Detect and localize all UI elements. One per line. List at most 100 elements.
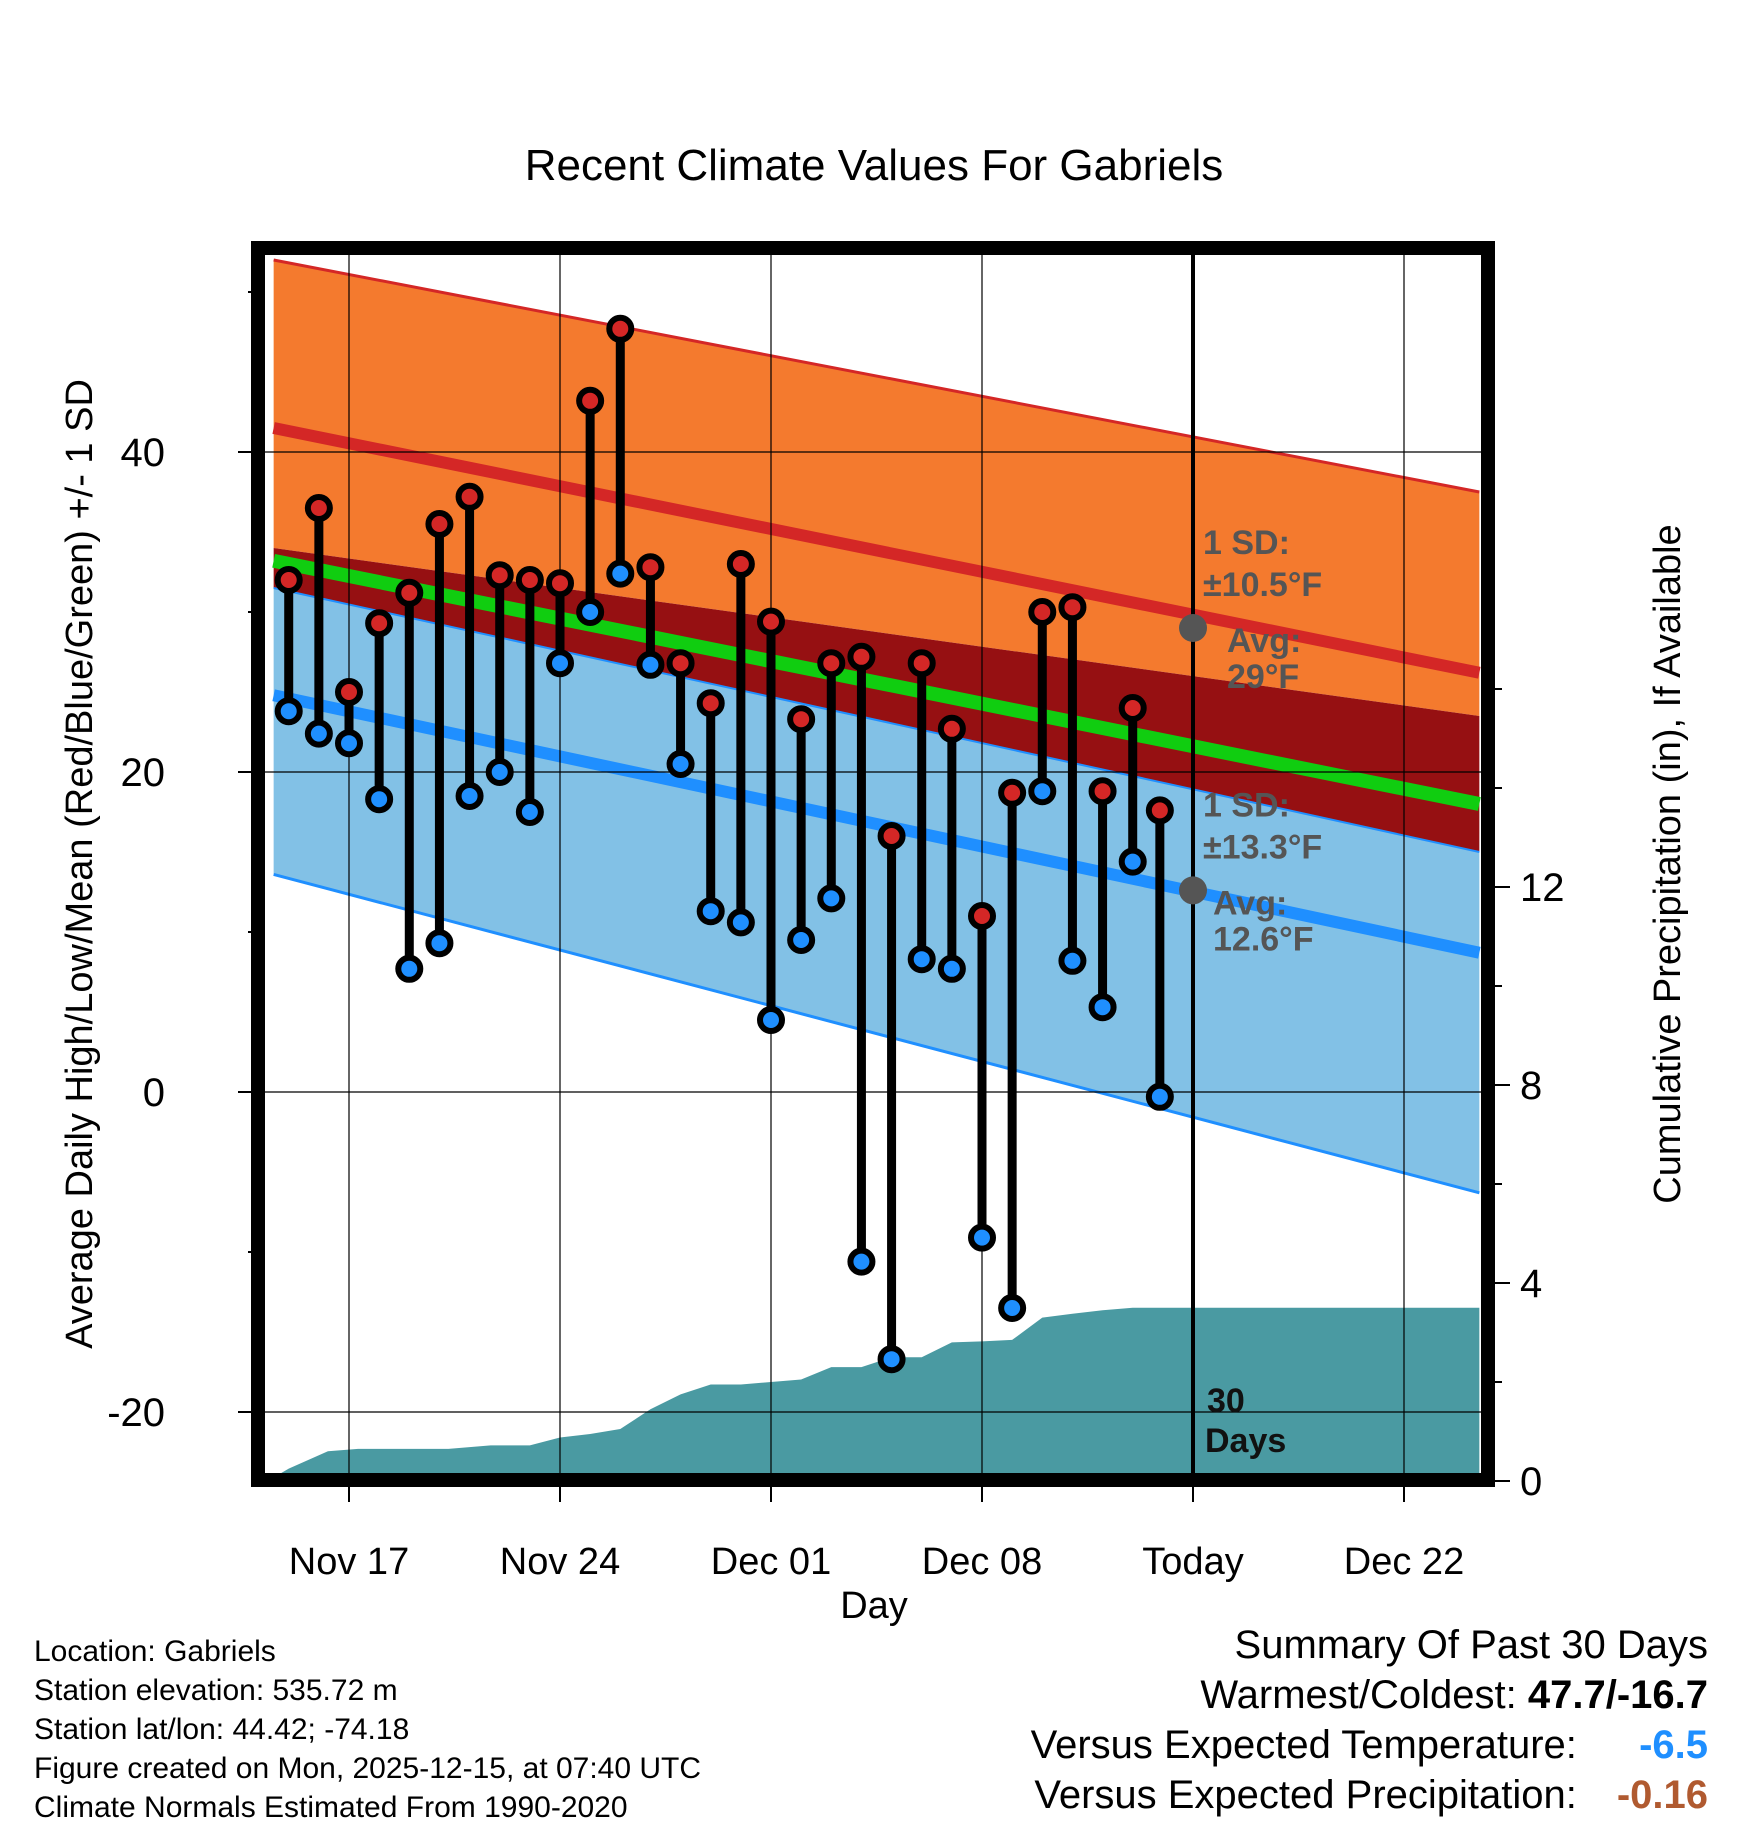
day-low-point <box>636 650 665 679</box>
day-low-point <box>666 750 695 778</box>
day-high-point <box>485 561 514 590</box>
day-high-point <box>365 609 394 638</box>
day-low-point <box>937 954 966 983</box>
low-avg-line <box>272 689 1481 959</box>
day-high-point <box>455 482 484 511</box>
day-low-point <box>395 954 424 983</box>
day-high-point <box>696 689 725 718</box>
day-high-point <box>576 386 605 415</box>
warm-cold-label: Warmest/Coldest: <box>1200 1673 1517 1717</box>
day-high-point <box>304 494 333 522</box>
day-low-point <box>365 785 394 814</box>
day-high-point <box>757 607 785 636</box>
info-elevation: Station elevation: 535.72 m <box>34 1674 398 1707</box>
day-high-point <box>1088 777 1117 806</box>
info-normals: Climate Normals Estimated From 1990-2020 <box>34 1791 628 1824</box>
day-high-point <box>787 705 816 734</box>
day-high-point <box>395 578 424 607</box>
day-low-point <box>1088 993 1117 1022</box>
right-tick-label: 0 <box>1520 1460 1542 1504</box>
high-sd-band <box>273 260 1480 716</box>
left-tick-label: 0 <box>143 1071 165 1115</box>
day-high-point <box>274 566 303 594</box>
high-avg-value: 29°F <box>1227 658 1299 696</box>
day-high-point <box>425 510 454 538</box>
day-low-point <box>787 926 816 954</box>
left-tick-label: 40 <box>121 431 166 475</box>
day-low-point <box>1028 777 1057 806</box>
day-high-point <box>666 649 695 678</box>
precip-value: -0.16 <box>1616 1773 1708 1817</box>
day-low-point <box>1058 946 1087 975</box>
gridlines <box>258 248 1488 1480</box>
day-high-point <box>515 566 544 594</box>
day-high-point <box>998 778 1027 807</box>
high-upper-line <box>273 258 1480 494</box>
x-tick-label: Nov 17 <box>289 1541 409 1583</box>
low-sd-label: 1 SD: <box>1203 786 1290 824</box>
day-low-point <box>968 1223 996 1252</box>
x-tick-label: Today <box>1142 1541 1243 1583</box>
high-sd-value: ±10.5°F <box>1203 566 1322 604</box>
day-high-point <box>1058 593 1087 622</box>
high-today-marker <box>1179 614 1207 642</box>
days-count-unit: Days <box>1205 1422 1286 1460</box>
low-lower-line <box>273 872 1480 1195</box>
high-avg-line <box>272 422 1481 679</box>
info-created: Figure created on Mon, 2025-12-15, at 07… <box>34 1752 702 1785</box>
day-low-point <box>576 598 605 626</box>
low-upper-line <box>273 587 1480 853</box>
day-low-point <box>1118 847 1147 876</box>
day-low-point <box>274 697 303 726</box>
high-sd-label: 1 SD: <box>1203 524 1290 562</box>
plot-frame <box>251 241 1495 1487</box>
x-tick-label: Dec 22 <box>1344 1541 1464 1583</box>
temp-value: -6.5 <box>1639 1723 1708 1767</box>
day-low-point <box>485 758 514 786</box>
day-high-point <box>1028 598 1057 626</box>
day-high-point <box>335 678 363 706</box>
axes: -20 0 20 40 0 4 8 12 Nov 17 Nov 24 Dec 01 Dec 08 Tod… <box>107 291 1565 1583</box>
day-low-point <box>998 1294 1027 1322</box>
day-low-point <box>515 798 544 826</box>
day-low-point <box>726 908 755 937</box>
day-high-point <box>1118 694 1147 722</box>
low-today-marker <box>1179 876 1207 905</box>
low-sd-band <box>273 588 1480 1193</box>
daily-marks <box>274 314 1174 1374</box>
day-high-point <box>546 569 574 598</box>
station-info: Location: Gabriels Station elevation: 53… <box>34 1632 701 1827</box>
info-latlon: Station lat/lon: 44.42; -74.18 <box>34 1713 410 1746</box>
right-tick-label: 12 <box>1520 866 1565 910</box>
latest-day-low-point <box>1145 1082 1174 1111</box>
day-high-point <box>907 649 936 678</box>
summary-precip: Versus Expected Precipitation: -0.16 <box>1031 1770 1708 1820</box>
day-low-point <box>757 1006 785 1034</box>
summary-warm-cold: Warmest/Coldest: 47.7/-16.7 <box>1031 1670 1708 1720</box>
chart-title: Recent Climate Values For Gabriels <box>525 141 1224 190</box>
day-low-point <box>455 782 484 810</box>
day-high-point <box>606 314 635 343</box>
right-tick-label: 4 <box>1520 1262 1542 1306</box>
x-tick-label: Dec 08 <box>922 1541 1042 1583</box>
day-low-point <box>304 719 333 748</box>
summary-temp: Versus Expected Temperature: -6.5 <box>1031 1720 1708 1770</box>
right-tick-label: 8 <box>1520 1064 1542 1108</box>
day-low-point <box>696 897 725 926</box>
x-tick-label: Nov 24 <box>500 1541 620 1583</box>
day-high-point <box>726 550 755 578</box>
day-low-point <box>425 929 454 958</box>
mean-avg-line <box>272 553 1481 811</box>
x-axis-label: Day <box>840 1585 908 1627</box>
day-high-point <box>877 822 906 850</box>
day-low-point <box>546 649 574 678</box>
day-low-point <box>606 559 635 588</box>
summary-title: Summary Of Past 30 Days <box>1234 1623 1708 1667</box>
x-tick-label: Dec 01 <box>711 1541 831 1583</box>
day-low-point <box>877 1345 906 1374</box>
day-high-point <box>847 642 876 671</box>
day-low-point <box>907 945 936 974</box>
days-count-label: 30 <box>1207 1382 1245 1420</box>
day-high-point <box>937 714 966 743</box>
